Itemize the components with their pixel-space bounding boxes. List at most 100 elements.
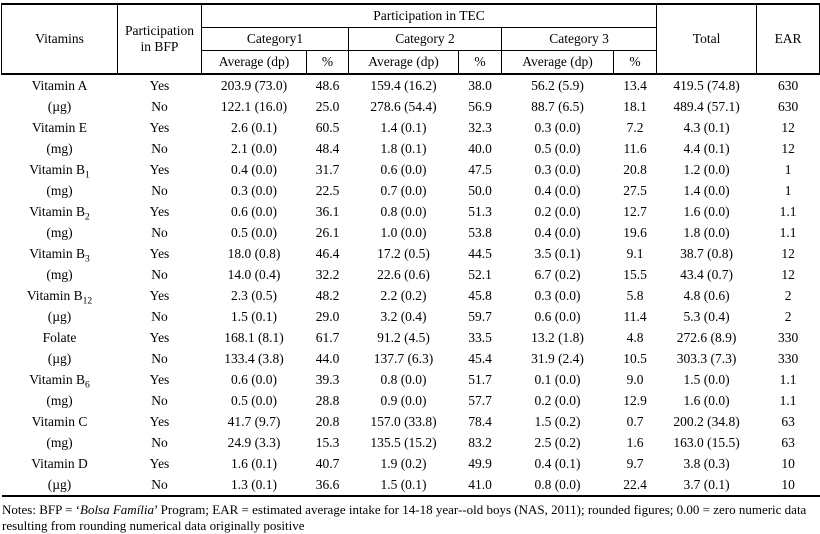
vitamin-label-cell: (µg) — [47, 476, 72, 492]
total-cell: 4.4 (0.1) — [683, 140, 730, 156]
avg-cell: 1.9 (0.2) — [380, 455, 427, 471]
total-cell: 1.2 (0.0) — [683, 161, 730, 177]
pct-cell: 39.3 — [315, 371, 340, 387]
pct-cell: 45.4 — [468, 350, 492, 366]
ear-cell: 2 — [784, 287, 792, 303]
bfp-cell: No — [151, 266, 168, 282]
bfp-cell: Yes — [149, 413, 170, 429]
total-cell: 3.8 (0.3) — [683, 455, 730, 471]
vitamin-label-cell: (mg) — [46, 392, 73, 408]
avg-cell: 3.5 (0.1) — [534, 245, 581, 261]
ear-cell: 12 — [781, 245, 795, 261]
header-tec: Participation in TEC — [200, 3, 658, 28]
pct-cell: 9.7 — [626, 455, 644, 471]
pct-cell: 51.3 — [468, 203, 492, 219]
ear-cell: 63 — [781, 434, 795, 450]
pct-cell: 1.6 — [626, 434, 644, 450]
pct-cell: 12.7 — [623, 203, 647, 219]
avg-cell: 0.3 (0.0) — [534, 119, 581, 135]
avg-cell: 0.5 (0.0) — [230, 392, 278, 408]
table-row: (µg) No 1.5 (0.1) 29.0 3.2 (0.4) 59.7 0.6 (0.0… — [2, 306, 820, 327]
avg-cell: 1.6 (0.1) — [230, 455, 278, 471]
table-row: Vitamin C Yes 41.7 (9.7) 20.8 157.0 (33.8) 78… — [2, 411, 820, 432]
ear-cell: 1.1 — [779, 392, 797, 408]
avg-cell: 0.5 (0.0) — [534, 140, 581, 156]
header-total: Total — [656, 3, 758, 75]
avg-cell: 2.6 (0.1) — [230, 119, 278, 135]
table-row: Vitamin E Yes 2.6 (0.1) 60.5 1.4 (0.1) 32.3 0.… — [2, 117, 820, 138]
avg-cell: 1.5 (0.1) — [380, 476, 427, 492]
avg-cell: 6.7 (0.2) — [534, 266, 581, 282]
pct-cell: 49.9 — [468, 455, 492, 471]
bfp-cell: No — [151, 98, 168, 114]
pct-cell: 11.6 — [623, 140, 647, 156]
avg-cell: 0.2 (0.0) — [534, 203, 581, 219]
pct-cell: 20.8 — [623, 161, 647, 177]
bfp-cell: Yes — [149, 287, 170, 303]
pct-cell: 29.0 — [315, 308, 340, 324]
bfp-cell: Yes — [149, 329, 170, 345]
pct-cell: 47.5 — [468, 161, 492, 177]
avg-cell: 0.6 (0.0) — [230, 203, 278, 219]
avg-cell: 18.0 (0.8) — [227, 245, 281, 261]
vitamin-label-cell: Vitamin B3 — [29, 245, 90, 265]
ear-cell: 10 — [781, 476, 795, 492]
pct-cell: 19.6 — [623, 224, 647, 240]
table-row: (mg) No 0.3 (0.0) 22.5 0.7 (0.0) 50.0 0.4 (0.0… — [2, 180, 820, 201]
bfp-cell: No — [151, 392, 168, 408]
table-row: Vitamin B3 Yes 18.0 (0.8) 46.4 17.2 (0.5) 44.… — [2, 243, 820, 264]
avg-cell: 278.6 (54.4) — [370, 98, 437, 114]
avg-cell: 133.4 (3.8) — [224, 350, 284, 366]
total-cell: 1.8 (0.0) — [683, 224, 730, 240]
vitamin-label-cell: (mg) — [46, 266, 73, 282]
ear-cell: 630 — [777, 77, 799, 93]
avg-cell: 2.5 (0.2) — [534, 434, 581, 450]
table-row: (µg) No 133.4 (3.8) 44.0 137.7 (6.3) 45.4 31.9… — [2, 348, 820, 369]
pct-cell: 36.1 — [315, 203, 340, 219]
ear-cell: 330 — [777, 350, 799, 366]
pct-cell: 48.4 — [315, 140, 340, 156]
avg-cell: 0.3 (0.0) — [534, 287, 581, 303]
ear-cell: 1.1 — [779, 224, 797, 240]
total-cell: 419.5 (74.8) — [673, 77, 740, 93]
pct-cell: 83.2 — [468, 434, 492, 450]
pct-cell: 7.2 — [626, 119, 644, 135]
avg-cell: 159.4 (16.2) — [370, 77, 437, 93]
avg-cell: 0.5 (0.0) — [230, 224, 278, 240]
bfp-cell: Yes — [149, 371, 170, 387]
pct-cell: 15.3 — [315, 434, 340, 450]
ear-cell: 12 — [781, 140, 795, 156]
table-row: Vitamin B12 Yes 2.3 (0.5) 48.2 2.2 (0.2) 45.8… — [2, 285, 820, 306]
pct-cell: 12.9 — [623, 392, 647, 408]
avg-cell: 24.9 (3.3) — [227, 434, 281, 450]
vitamin-label-cell: Vitamin D — [31, 455, 88, 471]
total-cell: 5.3 (0.4) — [683, 308, 730, 324]
bfp-cell: No — [151, 224, 168, 240]
bfp-cell: Yes — [149, 245, 170, 261]
ear-cell: 63 — [781, 413, 795, 429]
vitamin-label-cell: (mg) — [46, 224, 73, 240]
bfp-cell: No — [151, 350, 168, 366]
ear-cell: 2 — [784, 308, 792, 324]
ear-cell: 1.1 — [779, 203, 797, 219]
bfp-cell: No — [151, 308, 168, 324]
ear-cell: 1 — [784, 182, 792, 198]
pct-cell: 41.0 — [468, 476, 492, 492]
header-category-3: Category 3 — [500, 27, 658, 51]
vitamin-intake-table: Vitamins Participation in BFP Participat… — [1, 3, 820, 497]
header-ear: EAR — [756, 3, 820, 75]
table-row: Vitamin A Yes 203.9 (73.0) 48.6 159.4 (16.2)… — [2, 74, 820, 96]
avg-cell: 88.7 (6.5) — [531, 98, 584, 114]
pct-cell: 4.8 — [626, 329, 644, 345]
table-row: (mg) No 14.0 (0.4) 32.2 22.6 (0.6) 52.1 6.7 (0… — [2, 264, 820, 285]
vitamin-label-cell: (µg) — [47, 308, 72, 324]
vitamin-label-cell: Vitamin B1 — [29, 161, 90, 181]
pct-cell: 44.0 — [315, 350, 340, 366]
header-category-1: Category1 — [201, 27, 349, 51]
table-row: (mg) No 0.5 (0.0) 28.8 0.9 (0.0) 57.7 0.2 (0.0… — [2, 390, 820, 411]
avg-cell: 135.5 (15.2) — [370, 434, 437, 450]
pct-cell: 27.5 — [623, 182, 647, 198]
pct-cell: 57.7 — [468, 392, 492, 408]
total-cell: 1.6 (0.0) — [683, 203, 730, 219]
avg-cell: 31.9 (2.4) — [531, 350, 584, 366]
